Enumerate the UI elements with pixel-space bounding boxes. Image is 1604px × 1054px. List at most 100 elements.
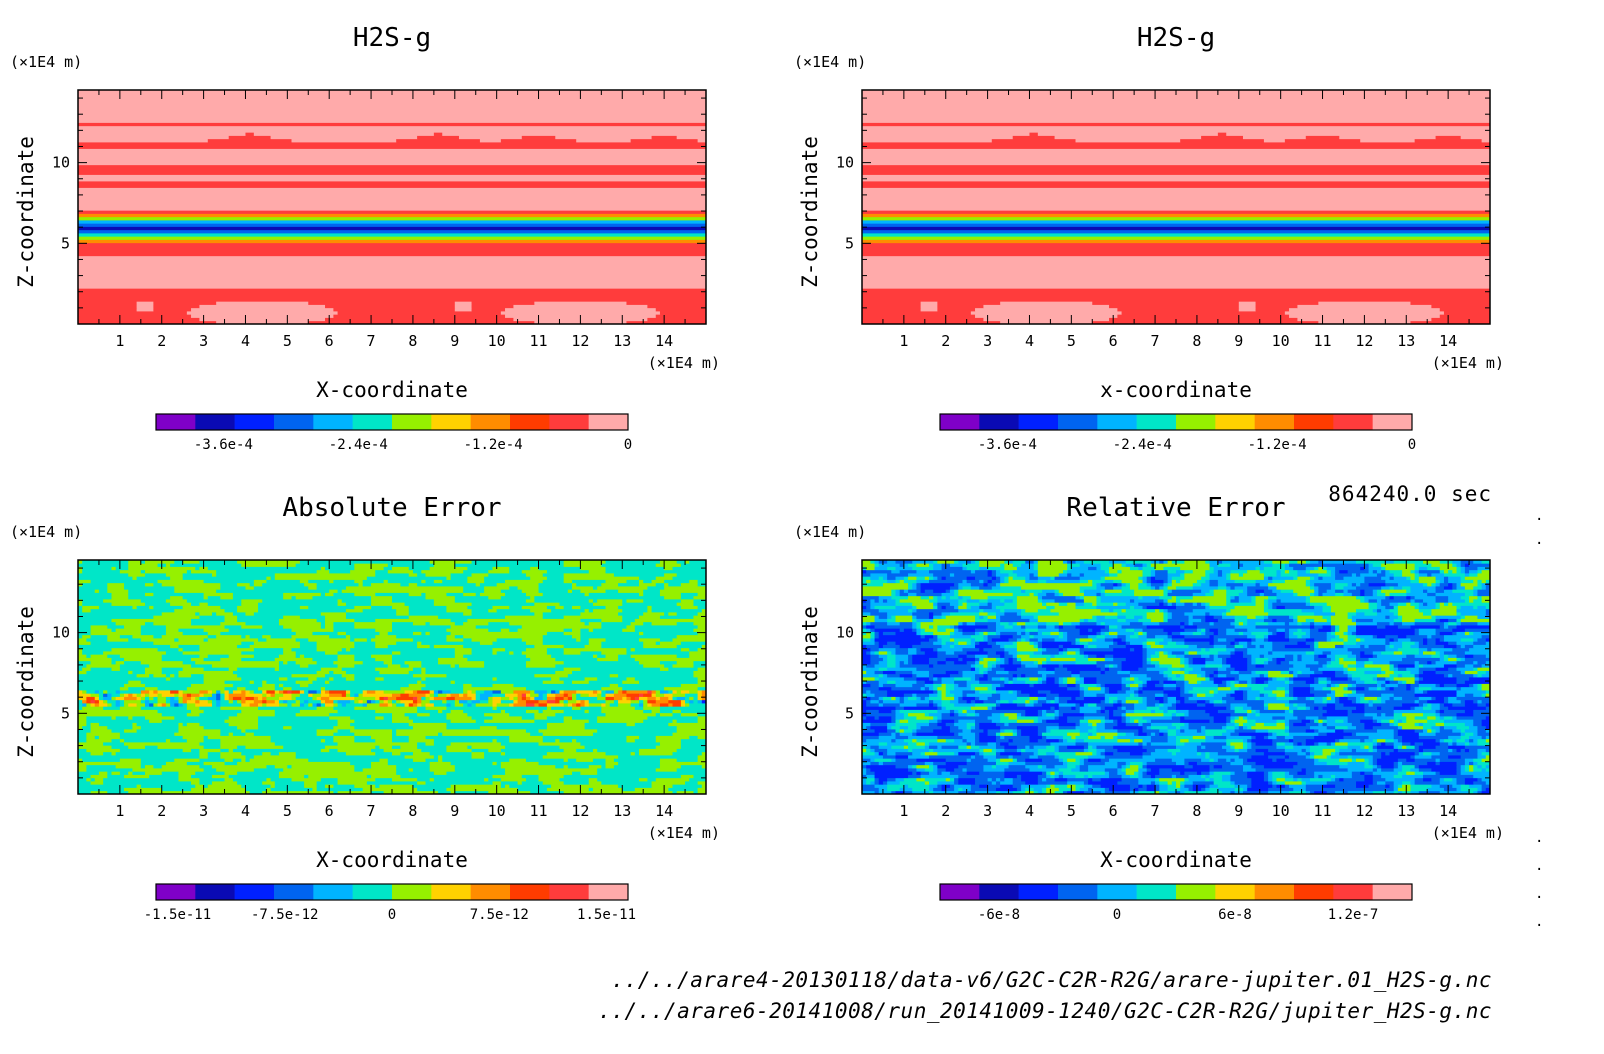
heatmap-cell (538, 774, 565, 779)
heatmap-cell (191, 683, 234, 688)
heatmap-cell (1071, 787, 1076, 792)
heatmap-cell (270, 693, 276, 697)
heatmap-cell (245, 732, 255, 736)
heatmap-cell (1464, 761, 1470, 766)
heatmap-cell (136, 722, 179, 727)
heatmap-cell (1339, 758, 1353, 762)
heatmap-cell (262, 634, 271, 639)
heatmap-cell (1305, 722, 1319, 727)
heatmap-cell (379, 745, 393, 749)
heatmap-cell (1067, 683, 1076, 688)
heatmap-cell (383, 660, 393, 665)
heatmap-cell (266, 579, 301, 584)
heatmap-cell (90, 729, 112, 733)
heatmap-cell (484, 755, 544, 759)
heatmap-cell (136, 673, 150, 678)
heatmap-cell (207, 595, 221, 600)
heatmap-cell (559, 690, 565, 694)
heatmap-cell (295, 699, 301, 704)
heatmap-cell (1113, 699, 1118, 704)
heatmap-cell (375, 784, 380, 788)
heatmap-cell (144, 667, 163, 671)
heatmap-cell (874, 771, 913, 775)
heatmap-cell (1335, 690, 1353, 694)
heatmap-cell (404, 703, 410, 707)
heatmap-cell (622, 599, 627, 603)
heatmap-cell (78, 168, 707, 172)
heatmap-cell (1180, 667, 1185, 671)
heatmap-cell (680, 709, 707, 714)
heatmap-cell (1427, 787, 1445, 792)
heatmap-cell (174, 696, 179, 701)
heatmap-cell (559, 602, 594, 606)
heatmap-cell (203, 638, 209, 642)
heatmap-cell (86, 664, 121, 668)
heatmap-cell (954, 709, 959, 714)
heatmap-cell (693, 664, 707, 668)
heatmap-cell (392, 657, 439, 662)
heatmap-cell (941, 706, 947, 710)
heatmap-cell (1477, 683, 1483, 688)
heatmap-cell (1205, 751, 1210, 756)
heatmap-cell (651, 135, 678, 140)
heatmap-cell (463, 569, 489, 574)
heatmap-cell (1481, 777, 1491, 782)
heatmap-cell (249, 703, 259, 707)
x-tick-label: 8 (408, 802, 417, 820)
heatmap-cell (941, 696, 955, 701)
heatmap-cell (1104, 709, 1110, 714)
heatmap-cell (132, 576, 138, 580)
heatmap-cell (1376, 748, 1395, 753)
heatmap-cell (1184, 790, 1223, 795)
heatmap-cell (1159, 680, 1164, 684)
heatmap-cell (1142, 755, 1206, 759)
heatmap-cell (1423, 742, 1441, 746)
heatmap-cell (862, 294, 1491, 299)
heatmap-cell (78, 709, 158, 714)
heatmap-cell (425, 693, 431, 697)
heatmap-cell (1125, 683, 1131, 688)
heatmap-cell (618, 589, 644, 593)
heatmap-cell (1037, 781, 1068, 785)
heatmap-cell (903, 693, 913, 697)
heatmap-cell (1247, 683, 1269, 688)
heatmap-cell (542, 641, 590, 645)
heatmap-cell (1309, 719, 1315, 723)
heatmap-cell (412, 667, 422, 671)
heatmap-cell (958, 751, 976, 756)
heatmap-cell (1104, 683, 1122, 688)
heatmap-cell (316, 732, 334, 736)
heatmap-cell (983, 768, 1005, 772)
heatmap-cell (78, 787, 125, 792)
heatmap-cell (1406, 680, 1416, 684)
heatmap-cell (299, 664, 309, 668)
heatmap-cell (962, 735, 976, 740)
heatmap-cell (634, 696, 640, 701)
heatmap-cell (220, 621, 246, 626)
heatmap-cell (567, 758, 577, 762)
heatmap-cell (1414, 138, 1483, 143)
heatmap-cell (1439, 758, 1466, 762)
heatmap-cell (639, 592, 644, 597)
heatmap-cell (862, 246, 1491, 250)
heatmap-cell (1477, 729, 1487, 733)
heatmap-cell (954, 781, 959, 785)
heatmap-cell (1423, 748, 1449, 753)
heatmap-cell (119, 654, 163, 658)
heatmap-cell (78, 291, 707, 296)
heatmap-cell (262, 683, 276, 688)
heatmap-cell (1180, 690, 1185, 694)
heatmap-cell (1418, 764, 1457, 769)
heatmap-cell (283, 768, 355, 772)
heatmap-cell (1096, 722, 1106, 727)
heatmap-cell (253, 690, 263, 694)
heatmap-cell (618, 699, 632, 704)
heatmap-cell (82, 725, 91, 730)
heatmap-cell (78, 109, 707, 114)
heatmap-cell (1075, 784, 1085, 788)
heatmap-cell (912, 738, 917, 743)
heatmap-cell (258, 686, 276, 691)
heatmap-cell (1100, 758, 1110, 762)
heatmap-cell (1134, 690, 1139, 694)
heatmap-cell (467, 566, 493, 571)
